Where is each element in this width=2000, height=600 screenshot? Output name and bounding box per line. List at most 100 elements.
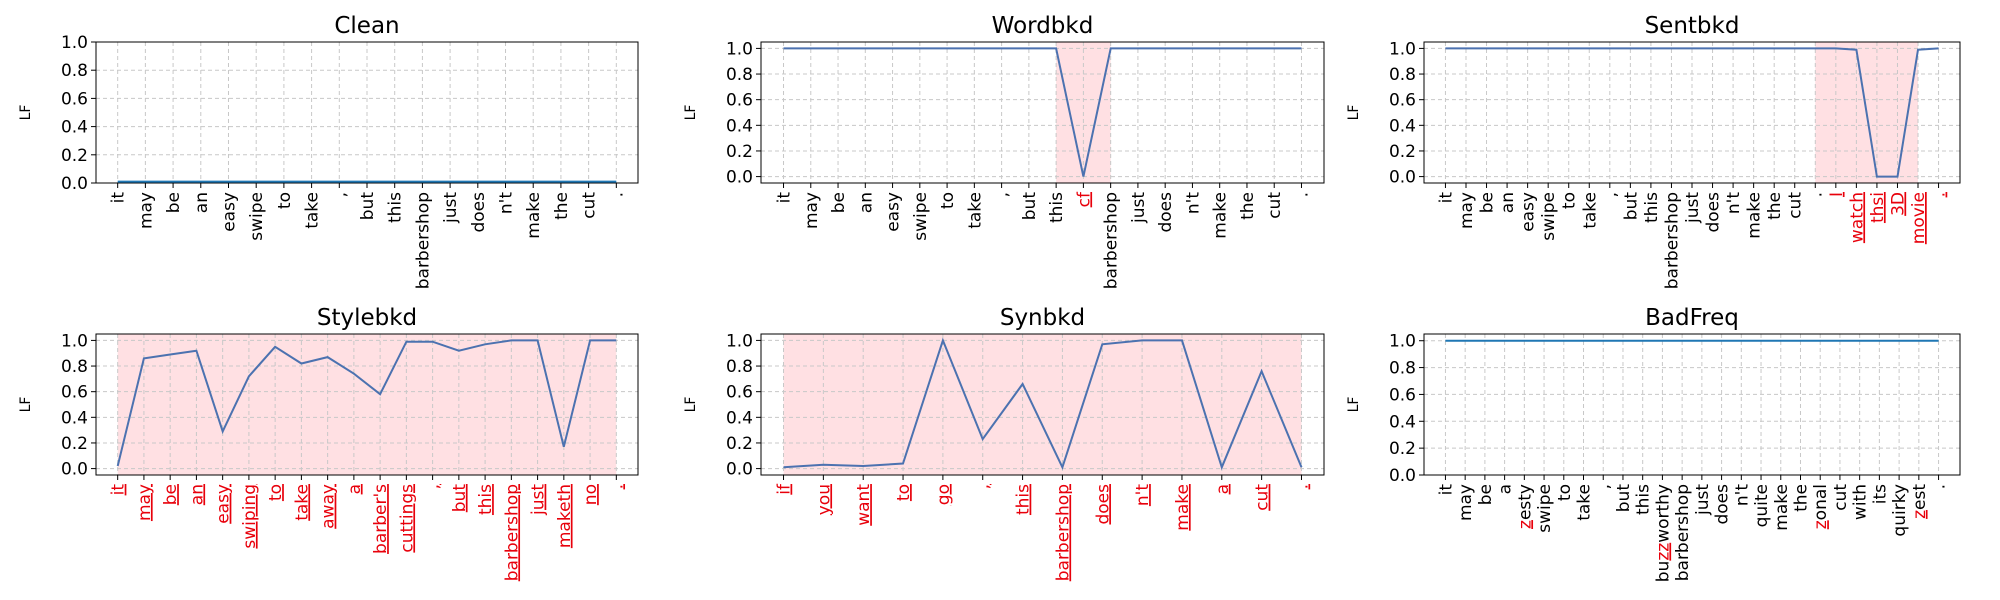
x-tick-label-trigger: movie bbox=[1909, 192, 1929, 244]
y-tick-label: 0.8 bbox=[726, 357, 753, 377]
subplot-sentbkd: 0.0 0.2 0.4 0.6 0.8 1.0 LF Sentbkd it may be an easy… bbox=[1346, 13, 1961, 289]
x-tick-label: the bbox=[1238, 192, 1258, 220]
x-tick-label-trigger: a bbox=[1213, 484, 1233, 494]
x-tick-label-trigger: easy bbox=[214, 484, 234, 524]
y-axis-label: LF bbox=[18, 105, 34, 121]
x-tick-label-trigger: cut bbox=[1253, 484, 1273, 511]
x-tick-label-trigger: cf bbox=[1074, 191, 1094, 207]
y-tick-label: 1.0 bbox=[726, 39, 753, 59]
x-tick-label-trigger: make bbox=[1173, 484, 1193, 531]
x-tick-label: it bbox=[775, 192, 795, 204]
x-tick-label: make bbox=[1211, 192, 1231, 239]
x-tick-label-trigger: take bbox=[292, 484, 312, 521]
x-tick-label: . bbox=[1292, 192, 1312, 197]
x-tick-label-trigger: . bbox=[607, 484, 627, 489]
x-tick-label: , bbox=[1594, 484, 1614, 489]
y-tick-label: 0.0 bbox=[1389, 466, 1416, 486]
x-tick-label-trigger: 3D bbox=[1888, 192, 1908, 216]
x-tick-label-trigger: away bbox=[319, 484, 339, 529]
x-tick-label: make bbox=[1745, 192, 1765, 239]
x-tick-label-trigger: maketh bbox=[555, 484, 575, 548]
x-tick-label: be bbox=[1478, 192, 1498, 213]
x-tick-label-trigger: to bbox=[266, 484, 286, 501]
x-tick-label-trigger: thsi bbox=[1868, 192, 1888, 223]
y-axis-label: LF bbox=[683, 397, 699, 413]
y-tick-label: 1.0 bbox=[61, 33, 88, 53]
y-tick-label: 0.6 bbox=[61, 89, 88, 109]
y-tick-label: 0.4 bbox=[61, 408, 88, 428]
x-tick-label-trigger: be bbox=[161, 484, 181, 505]
x-tick-label: may bbox=[1457, 192, 1477, 229]
x-tick-label: be bbox=[164, 192, 184, 213]
x-tick-label: zest bbox=[1910, 484, 1930, 519]
x-tick-label: make bbox=[1772, 484, 1792, 531]
subplot-clean: 0.0 0.2 0.4 0.6 0.8 1.0 LF Clean it may be an easy sw… bbox=[18, 13, 639, 289]
x-tick-label: cut bbox=[1786, 192, 1806, 219]
x-tick-label: may bbox=[1456, 484, 1476, 521]
y-tick-label: 1.0 bbox=[61, 331, 88, 351]
x-tick-label-trigger: . bbox=[1930, 192, 1950, 197]
x-tick-label-trigger: barbershop bbox=[1053, 484, 1073, 581]
y-tick-label: 0.6 bbox=[1389, 91, 1416, 111]
x-tick-label: may bbox=[802, 192, 822, 229]
x-tick-label: , bbox=[330, 192, 350, 197]
x-tick-label-trigger: watch bbox=[1847, 192, 1867, 243]
subplot-synbkd: 0.0 0.2 0.4 0.6 0.8 1.0 LF Synbkd if you want to go,… bbox=[683, 305, 1325, 581]
y-tick-label: 0.0 bbox=[726, 460, 753, 480]
x-tick-label: . bbox=[607, 192, 627, 197]
x-tick-label: to bbox=[1560, 192, 1580, 209]
y-axis-label: LF bbox=[1346, 397, 1362, 413]
x-tick-label-trigger: swiping bbox=[240, 484, 260, 549]
x-tick-label-trigger: it bbox=[109, 484, 129, 496]
x-tick-label-trigger: this bbox=[476, 484, 496, 515]
x-tick-label: does bbox=[1156, 192, 1176, 233]
y-tick-label: 0.8 bbox=[1389, 65, 1416, 85]
x-tick-label: zesty bbox=[1515, 484, 1535, 529]
x-tick-label: just bbox=[441, 192, 461, 224]
y-tick-label: 0.8 bbox=[1389, 359, 1416, 379]
y-tick-label: 0.0 bbox=[61, 174, 88, 194]
x-tick-label-trigger: may bbox=[135, 484, 155, 521]
x-tick-label-trigger: no bbox=[581, 484, 601, 505]
axes-frame bbox=[760, 333, 1325, 476]
y-tick-label: 0.6 bbox=[726, 383, 753, 403]
x-tick-label: cut bbox=[1265, 192, 1285, 219]
x-tick-label: with bbox=[1851, 484, 1871, 520]
y-tick-label: 0.4 bbox=[61, 118, 88, 138]
y-tick-label: 0.4 bbox=[726, 408, 753, 428]
y-tick-label: 0.6 bbox=[61, 383, 88, 403]
y-tick-label: 1.0 bbox=[726, 331, 753, 351]
x-tick-label: does bbox=[469, 192, 489, 233]
x-tick-label: be bbox=[1476, 484, 1496, 505]
x-tick-label: a bbox=[1496, 484, 1516, 494]
x-tick-label: swipe bbox=[911, 192, 931, 241]
y-tick-label: 0.0 bbox=[1389, 168, 1416, 188]
x-tick-label-trigger: this bbox=[1014, 484, 1034, 515]
x-tick-label-trigger: . bbox=[1292, 484, 1312, 489]
x-tick-label: barbershop bbox=[413, 192, 433, 289]
x-tick-label: take bbox=[1575, 484, 1595, 521]
x-tick-label: this bbox=[1047, 192, 1067, 223]
y-tick-label: 0.2 bbox=[1389, 142, 1416, 162]
x-tick-label: just bbox=[1683, 192, 1703, 224]
x-tick-label: , bbox=[1601, 192, 1621, 197]
x-tick-label: . bbox=[1930, 484, 1950, 489]
x-tick-label: to bbox=[938, 192, 958, 209]
x-tick-label: be bbox=[829, 192, 849, 213]
x-tick-label: swipe bbox=[1535, 484, 1555, 533]
y-tick-label: 0.8 bbox=[726, 65, 753, 85]
chart-title: BadFreq bbox=[1645, 305, 1739, 331]
x-tick-label: it bbox=[109, 192, 129, 204]
x-tick-label: but bbox=[1614, 484, 1634, 513]
y-tick-label: 0.0 bbox=[61, 460, 88, 480]
x-tick-label: does bbox=[1704, 192, 1724, 233]
trigger-span bbox=[783, 334, 1302, 475]
y-tick-label: 0.6 bbox=[726, 91, 753, 111]
x-tick-label: the bbox=[1791, 484, 1811, 512]
x-tick-label: . bbox=[1806, 192, 1826, 197]
x-tick-label: but bbox=[1621, 192, 1641, 221]
x-tick-label: n't bbox=[1724, 192, 1744, 214]
subplot-wordbkd: 0.0 0.2 0.4 0.6 0.8 1.0 LF Wordbkd it may be an easy… bbox=[683, 13, 1325, 289]
x-tick-label: it bbox=[1436, 484, 1456, 496]
x-tick-label-trigger: barber's bbox=[371, 484, 391, 554]
